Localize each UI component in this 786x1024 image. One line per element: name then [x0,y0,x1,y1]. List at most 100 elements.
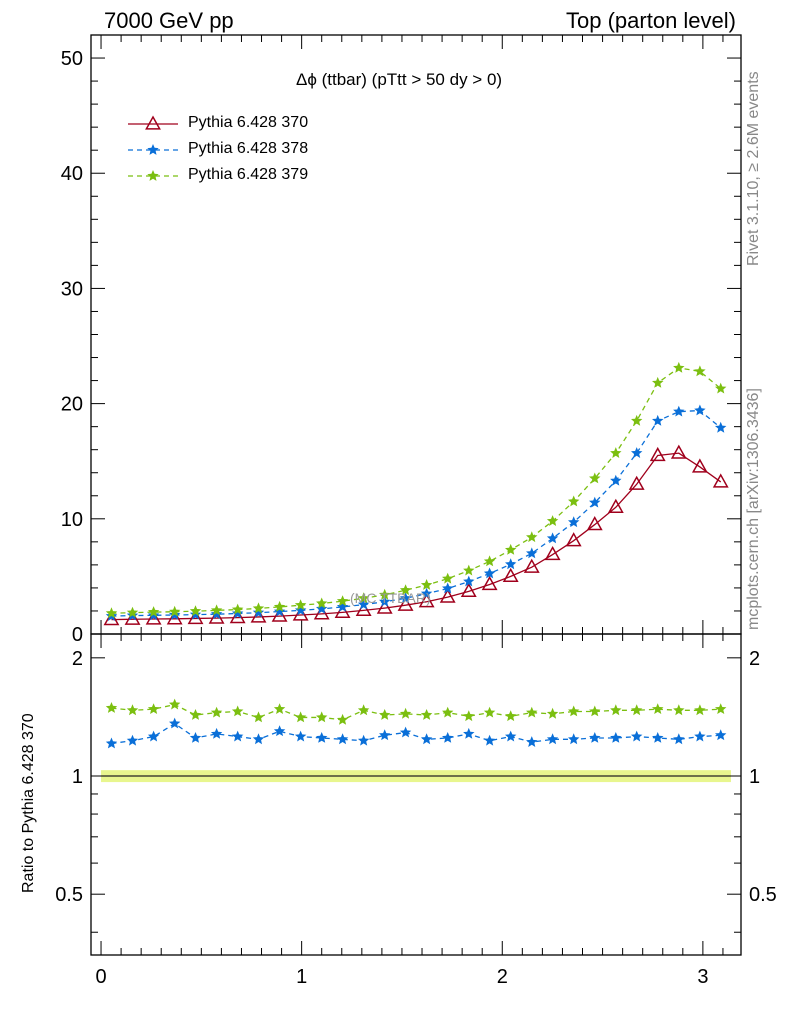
data-point-378 [463,575,475,587]
ratio-point-379 [631,704,643,716]
ratio-point-378 [694,730,706,742]
data-point-370 [229,609,246,624]
ratio-point-379 [189,709,202,720]
data-point-379 [147,606,160,617]
data-point-379 [210,604,223,616]
header-right: Top (parton level) [566,8,736,33]
ratio-point-379 [336,713,349,725]
ratio-point-378 [715,729,727,741]
data-point-379 [105,607,118,619]
ratio-y-tick-label-right: 0.5 [749,884,777,906]
data-point-379 [379,588,391,600]
ratio-point-379 [379,709,391,720]
series-line-1 [111,409,722,617]
data-point-378 [399,592,412,604]
ratio-point-378 [610,732,622,743]
ratio-point-378 [379,729,391,741]
data-point-379 [357,592,370,604]
main-y-tick-label: 0 [72,624,83,646]
ratio-point-379 [294,711,307,723]
ratio-y-tick-label: 1 [72,766,83,788]
main-y-tick-label: 30 [61,278,83,300]
data-point-379 [336,595,349,606]
data-point-378 [442,582,454,594]
watermark: (MC TTBAR) [350,590,431,606]
main-y-tick-label: 40 [61,163,83,185]
x-tick-label: 1 [296,966,307,988]
ratio-point-379 [316,711,328,723]
ratio-panel-frame [90,633,742,956]
data-point-378 [673,405,685,417]
ratio-point-378 [420,733,433,745]
legend-marker-379 [147,170,159,181]
ratio-point-379 [505,710,517,722]
data-point-379 [631,414,643,426]
ratio-point-379 [147,703,160,714]
data-point-379 [316,597,328,609]
data-point-379 [673,361,685,373]
ratio-point-379 [673,704,685,716]
data-point-378 [273,605,286,617]
plot-title: Δϕ (ttbar) (pTtt > 50 dy > 0) [296,70,503,89]
data-point-379 [589,472,601,484]
ratio-point-378 [210,727,223,739]
ratio-point-379 [546,707,559,719]
ratio-point-379 [589,705,601,717]
data-point-378 [379,595,391,607]
data-point-378 [336,600,349,612]
ratio-point-378 [546,733,559,745]
ratio-point-378 [105,737,118,749]
ratio-point-378 [189,732,202,743]
data-point-370 [712,473,729,488]
ratio-point-378 [673,733,685,745]
data-point-378 [568,516,580,528]
data-point-378 [505,558,517,570]
data-point-379 [610,447,622,458]
data-point-379 [652,376,664,388]
legend-marker-378 [147,144,159,155]
ratio-point-378 [652,732,664,743]
data-point-370 [397,596,414,611]
x-tick-label: 2 [497,966,508,988]
data-point-370 [670,444,687,459]
data-point-378 [483,567,496,579]
legend-marker-370 [145,115,161,130]
main-y-tick-label: 50 [61,48,83,70]
data-point-379 [505,543,517,555]
ratio-point-379 [210,706,223,718]
data-point-378 [652,414,664,426]
ratio-point-379 [442,706,454,718]
data-point-379 [420,579,433,590]
data-point-370 [628,475,645,490]
ratio-point-378 [399,726,412,738]
legend-label-378: Pythia 6.428 378 [188,140,309,157]
ratio-point-379 [715,703,727,714]
data-point-378 [610,474,622,486]
data-point-378 [694,404,706,416]
ratio-point-378 [126,734,139,746]
ratio-point-378 [169,717,181,729]
data-point-370 [481,575,498,591]
ratio-point-379 [652,703,664,714]
rivet-label: Rivet 3.1.10, ≥ 2.6M events [745,71,762,266]
data-point-378 [316,602,328,614]
ratio-point-379 [399,707,412,719]
mcplots-label: mcplots.cern.ch [arXiv:1306.3436] [745,388,762,630]
data-point-379 [169,605,181,617]
ratio-point-378 [442,732,454,743]
data-point-378 [526,547,538,559]
data-point-379 [273,600,286,612]
ratio-point-378 [631,730,643,742]
data-point-378 [546,532,559,544]
ratio-series-line-2 [111,703,721,721]
data-point-370 [544,545,561,561]
data-point-370 [103,611,120,626]
data-point-379 [526,531,538,543]
ratio-point-379 [463,710,475,722]
data-point-379 [442,572,454,584]
data-point-379 [126,606,139,618]
data-point-370 [166,610,183,625]
data-point-370 [313,605,330,620]
data-point-379 [715,382,727,394]
